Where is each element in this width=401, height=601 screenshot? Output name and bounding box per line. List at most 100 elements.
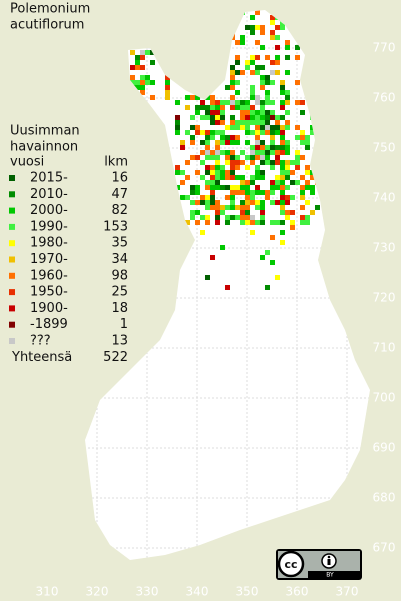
observation xyxy=(260,65,265,70)
observation xyxy=(185,130,190,135)
observation xyxy=(300,175,305,180)
observation xyxy=(195,95,200,100)
by-head xyxy=(327,555,331,559)
observation xyxy=(210,115,215,120)
observation xyxy=(270,130,275,135)
y-grid-label: 770 xyxy=(373,41,396,55)
observation xyxy=(260,110,265,115)
observation xyxy=(295,80,300,85)
observation xyxy=(175,125,180,130)
title: Polemonium xyxy=(10,2,90,17)
legend-swatch xyxy=(9,256,15,263)
y-grid-label: 670 xyxy=(373,541,396,555)
observation xyxy=(255,205,260,210)
observation xyxy=(195,200,200,205)
license-badge: cc BY xyxy=(276,549,362,580)
observation xyxy=(195,190,200,195)
observation xyxy=(165,75,170,80)
observation xyxy=(250,150,255,155)
observation xyxy=(205,180,210,185)
observation xyxy=(205,195,210,200)
observation xyxy=(265,115,270,120)
observation xyxy=(245,25,250,30)
observation xyxy=(260,220,265,225)
observation xyxy=(220,175,225,180)
observation xyxy=(295,180,300,185)
observation xyxy=(220,110,225,115)
observation xyxy=(205,215,210,220)
observation xyxy=(265,155,270,160)
legend-swatch xyxy=(9,338,15,344)
observation xyxy=(270,135,275,140)
observation xyxy=(240,70,245,75)
observation xyxy=(225,85,230,90)
observation xyxy=(215,170,220,175)
observation xyxy=(230,115,235,120)
observation xyxy=(250,230,255,235)
observation xyxy=(235,55,240,60)
observation xyxy=(140,50,145,55)
observation xyxy=(270,185,275,190)
observation xyxy=(145,75,150,80)
observation xyxy=(250,95,255,100)
observation xyxy=(250,160,255,165)
observation xyxy=(220,185,225,190)
observation xyxy=(270,30,275,35)
observation xyxy=(310,130,315,135)
observation xyxy=(285,55,290,60)
observation xyxy=(260,75,265,80)
observation xyxy=(215,165,220,170)
observation xyxy=(200,100,205,105)
observation xyxy=(250,180,255,185)
grid-labels: 310 320 330 340 350 360 370 770 760 750 740 730 720 7… xyxy=(36,41,396,599)
observation xyxy=(215,200,220,205)
observation xyxy=(210,100,215,105)
observation xyxy=(210,165,215,170)
observation xyxy=(250,25,255,30)
observation xyxy=(255,140,260,145)
observation xyxy=(245,195,250,200)
observation xyxy=(210,105,215,110)
observation xyxy=(305,180,310,185)
observation xyxy=(220,130,225,135)
observation xyxy=(250,115,255,120)
observation xyxy=(165,85,170,90)
observation xyxy=(280,100,285,105)
observation xyxy=(245,60,250,65)
observation xyxy=(260,100,265,105)
observation xyxy=(280,200,285,205)
legend-count: 47 xyxy=(111,187,128,202)
observation xyxy=(250,190,255,195)
observation xyxy=(190,135,195,140)
observation xyxy=(260,205,265,210)
observation xyxy=(180,170,185,175)
observation xyxy=(190,210,195,215)
observation xyxy=(190,200,195,205)
observation xyxy=(230,160,235,165)
observation xyxy=(180,195,185,200)
observation xyxy=(215,105,220,110)
observation xyxy=(225,220,230,225)
observation xyxy=(280,140,285,145)
observation xyxy=(235,40,240,45)
observation xyxy=(260,170,265,175)
observation xyxy=(265,80,270,85)
observation xyxy=(275,55,280,60)
observation xyxy=(285,125,290,130)
observation xyxy=(230,135,235,140)
observation xyxy=(240,180,245,185)
legend-swatch xyxy=(9,175,15,181)
observation xyxy=(210,95,215,100)
observation xyxy=(235,70,240,75)
observation xyxy=(270,35,275,40)
observation xyxy=(220,150,225,155)
observation xyxy=(215,215,220,220)
observation xyxy=(270,125,275,130)
observation xyxy=(210,170,215,175)
observation xyxy=(210,255,215,260)
observation xyxy=(295,125,300,130)
observation xyxy=(250,220,255,225)
observation xyxy=(215,210,220,215)
observation xyxy=(220,170,225,175)
observation xyxy=(235,60,240,65)
